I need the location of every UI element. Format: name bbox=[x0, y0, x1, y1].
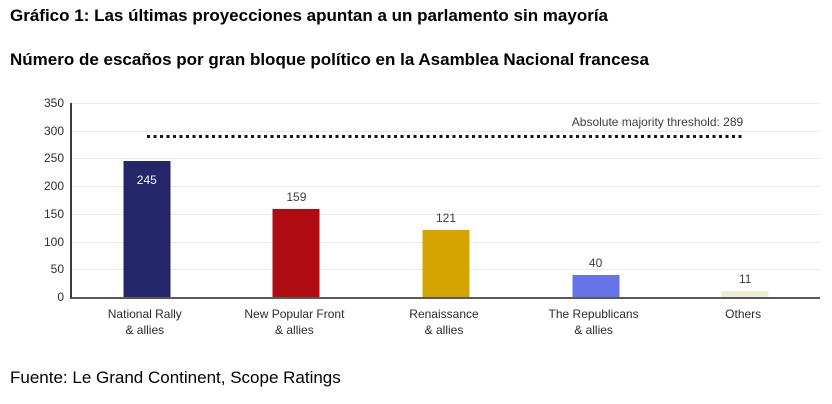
gridline bbox=[72, 130, 820, 132]
y-tick-label: 200 bbox=[43, 179, 64, 194]
y-tick-label: 250 bbox=[43, 151, 64, 166]
bar-value-label: 121 bbox=[435, 210, 456, 225]
gridline bbox=[72, 213, 820, 215]
y-tick-label: 0 bbox=[57, 290, 64, 304]
bar-value-label: 40 bbox=[588, 255, 603, 270]
bar-slot: 121 bbox=[371, 103, 521, 297]
bar-renaissance bbox=[422, 229, 470, 297]
gridline bbox=[72, 186, 820, 188]
bar-national-rally bbox=[123, 161, 171, 297]
y-tick-label: 150 bbox=[43, 206, 64, 221]
x-axis-label-the-republicans: The Republicans & allies bbox=[548, 307, 639, 337]
x-axis-label-renaissance: Renaissance & allies bbox=[409, 307, 479, 337]
y-tick-label: 100 bbox=[43, 234, 64, 249]
y-tick-label: 350 bbox=[43, 96, 64, 110]
bar-the-republicans bbox=[572, 274, 620, 297]
x-axis-label-national-rally: National Rally & allies bbox=[107, 307, 182, 337]
bar-value-label: 245 bbox=[136, 173, 157, 188]
bar-slot: 11 bbox=[670, 103, 820, 297]
x-axis-label-others: Others bbox=[725, 307, 762, 321]
threshold-line bbox=[146, 135, 746, 139]
bar-others bbox=[721, 290, 769, 297]
gridline bbox=[72, 158, 820, 160]
bar-new-popular-front bbox=[272, 208, 320, 297]
bar-slot: 159 bbox=[222, 103, 372, 297]
y-tick-label: 300 bbox=[43, 123, 64, 138]
y-tick-label: 50 bbox=[50, 262, 64, 277]
gridline bbox=[72, 103, 820, 104]
bar-value-label: 159 bbox=[286, 189, 307, 204]
y-axis: 0 50 100 150 200 250 300 350 bbox=[26, 96, 64, 304]
bar-value-label: 11 bbox=[738, 271, 752, 286]
x-axis-label-new-popular-front: New Popular Front & allies bbox=[244, 307, 345, 337]
threshold-label: Absolute majority threshold: 289 bbox=[571, 115, 744, 130]
page-title: Gráfico 1: Las últimas proyecciones apun… bbox=[10, 6, 609, 25]
plot-area: 245 159 121 40 11 Absolute majority threshol… bbox=[70, 103, 820, 299]
bar-slot: 40 bbox=[521, 103, 671, 297]
chart-subtitle: Número de escaños por gran bloque políti… bbox=[10, 50, 649, 69]
bar-slot: 245 bbox=[72, 103, 222, 297]
x-axis-labels: National Rally & allies New Popular Front… bbox=[70, 306, 818, 338]
bar-slots: 245 159 121 40 11 bbox=[72, 103, 820, 297]
source-note: Fuente: Le Grand Continent, Scope Rating… bbox=[10, 368, 341, 387]
